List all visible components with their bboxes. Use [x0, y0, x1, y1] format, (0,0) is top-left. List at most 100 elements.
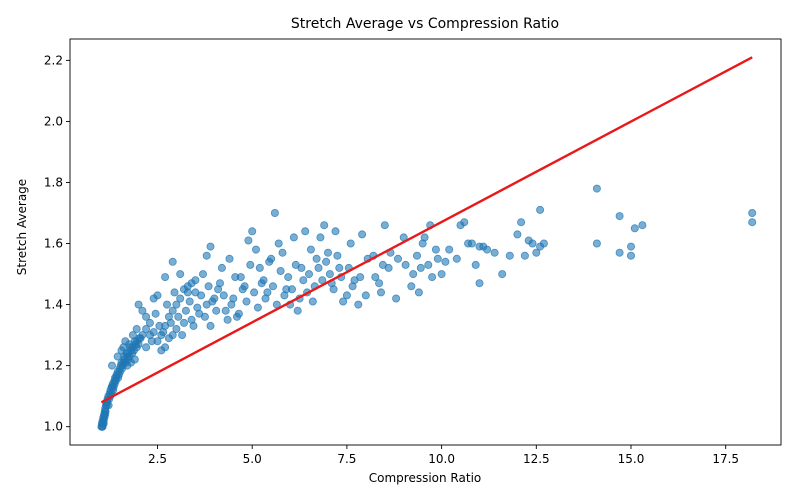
data-point	[159, 328, 168, 337]
data-point	[200, 312, 209, 321]
data-point	[250, 288, 259, 297]
data-point	[301, 227, 310, 236]
data-point	[172, 300, 181, 309]
data-point	[221, 306, 230, 315]
data-point	[219, 291, 228, 300]
data-point	[505, 251, 514, 260]
data-point	[135, 334, 144, 343]
data-point	[248, 227, 257, 236]
data-point	[270, 208, 279, 217]
data-point	[251, 245, 260, 254]
data-point	[253, 303, 262, 312]
data-point	[433, 254, 442, 263]
data-point	[172, 324, 181, 333]
data-point	[155, 321, 164, 330]
data-point	[168, 306, 177, 315]
data-point	[208, 297, 217, 306]
data-point	[183, 282, 192, 291]
data-point	[215, 279, 224, 288]
data-point	[142, 312, 151, 321]
data-point	[179, 318, 188, 327]
data-point	[513, 230, 522, 239]
data-point	[170, 288, 179, 297]
data-point	[424, 260, 433, 269]
data-point	[627, 242, 636, 251]
data-point	[401, 260, 410, 269]
data-point	[520, 251, 529, 260]
y-tick-label: 1.2	[44, 359, 63, 373]
data-point	[132, 343, 141, 352]
data-point	[318, 276, 327, 285]
data-point	[149, 328, 158, 337]
data-point	[479, 242, 488, 251]
data-point	[409, 270, 418, 279]
data-point	[181, 306, 190, 315]
data-point	[185, 297, 194, 306]
data-point	[498, 270, 507, 279]
data-point	[441, 257, 450, 266]
data-point	[291, 260, 300, 269]
data-point	[198, 270, 207, 279]
data-point	[490, 248, 499, 257]
data-point	[325, 270, 334, 279]
data-point	[142, 343, 151, 352]
data-point	[331, 227, 340, 236]
x-tick-label: 12.5	[523, 452, 550, 466]
data-point	[287, 285, 296, 294]
axes-layer: 2.5 5.0 7.5 10.0 12.5 15.0 17.5 1.0 1.2 1.4 1.6 1.8…	[44, 38, 782, 466]
y-axis-label: Stretch Average	[15, 179, 29, 275]
data-point	[134, 300, 143, 309]
data-point	[274, 239, 283, 248]
data-point	[168, 331, 177, 340]
data-point	[308, 297, 317, 306]
data-point	[532, 248, 541, 257]
data-point	[280, 291, 289, 300]
x-tick-label: 10.0	[428, 452, 455, 466]
x-tick-label: 2.5	[148, 452, 167, 466]
data-point	[104, 401, 113, 410]
x-tick-label: 17.5	[712, 452, 739, 466]
y-tick-label: 1.4	[44, 298, 63, 312]
data-point	[627, 251, 636, 260]
data-point	[346, 239, 355, 248]
chart-title: Stretch Average vs Compression Ratio	[291, 16, 559, 32]
data-point	[536, 205, 545, 214]
data-point	[231, 273, 240, 282]
data-point	[748, 218, 757, 227]
data-point	[268, 282, 277, 291]
plot-frame	[69, 38, 782, 446]
data-point	[238, 285, 247, 294]
data-point	[206, 242, 215, 251]
data-point	[615, 212, 624, 221]
data-point	[108, 361, 117, 370]
data-point	[630, 224, 639, 233]
data-point	[142, 324, 151, 333]
data-point	[113, 352, 122, 361]
data-point	[145, 318, 154, 327]
data-point	[416, 263, 425, 272]
x-axis-label: Compression Ratio	[369, 471, 482, 485]
y-tick-label: 1.0	[44, 420, 63, 434]
data-point	[138, 306, 147, 315]
data-point	[191, 276, 200, 285]
trend-line	[100, 56, 753, 404]
data-point	[257, 279, 266, 288]
data-point	[380, 221, 389, 230]
data-point	[528, 239, 537, 248]
data-point	[375, 279, 384, 288]
data-point	[314, 263, 323, 272]
data-point	[412, 251, 421, 260]
data-point	[356, 273, 365, 282]
data-point	[204, 282, 213, 291]
data-point	[293, 306, 302, 315]
data-point	[99, 419, 108, 428]
data-point	[217, 263, 226, 272]
data-point	[206, 321, 215, 330]
data-point	[437, 270, 446, 279]
data-point	[322, 257, 331, 266]
x-tick-label: 15.0	[618, 452, 645, 466]
points-layer	[97, 184, 757, 431]
data-point	[119, 343, 128, 352]
data-point	[161, 273, 170, 282]
